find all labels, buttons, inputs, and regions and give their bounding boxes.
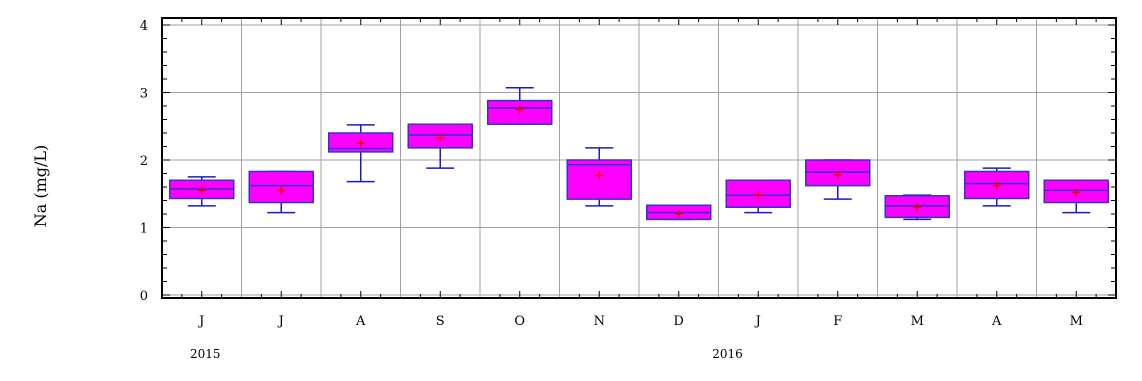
box-4 bbox=[407, 123, 473, 169]
iqr-box bbox=[566, 159, 632, 200]
x-tick-label: F bbox=[833, 314, 842, 329]
x-tick-label: A bbox=[355, 314, 366, 329]
x-tick-label: O bbox=[514, 314, 525, 329]
y-tick-label: 3 bbox=[140, 87, 148, 102]
x-tick-label: M bbox=[911, 314, 924, 329]
year-label: 2015 bbox=[190, 347, 221, 361]
box-10 bbox=[884, 194, 950, 221]
y-axis-title: Na (mg/L) bbox=[31, 145, 50, 228]
box-7 bbox=[646, 204, 712, 221]
y-tick-label: 4 bbox=[140, 19, 148, 34]
box-8 bbox=[725, 179, 791, 214]
axis-ticks bbox=[162, 18, 1116, 298]
box-5 bbox=[487, 87, 553, 125]
x-tick-label: J bbox=[754, 314, 761, 329]
x-tick-label: N bbox=[594, 314, 605, 329]
y-tick-label: 1 bbox=[140, 222, 148, 237]
x-tick-label: D bbox=[674, 314, 684, 329]
year-label: 2016 bbox=[712, 347, 743, 361]
box-9 bbox=[805, 159, 871, 200]
plot-frame bbox=[161, 17, 1117, 299]
box-6 bbox=[566, 147, 632, 207]
x-tick-label: A bbox=[991, 314, 1002, 329]
box-series bbox=[169, 87, 1109, 221]
x-tick-label: J bbox=[197, 314, 204, 329]
axis-labels: 0 1 2 3 4 J J A S O N D J F M A M 2015 2016 bbox=[140, 19, 1083, 361]
x-tick-label: J bbox=[277, 314, 284, 329]
box-12 bbox=[1043, 179, 1109, 214]
y-tick-label: 0 bbox=[140, 289, 148, 304]
box-3 bbox=[328, 124, 394, 183]
x-tick-label: S bbox=[436, 314, 445, 329]
x-tick-label: M bbox=[1070, 314, 1083, 329]
grid-lines bbox=[162, 18, 1116, 298]
y-tick-label: 2 bbox=[140, 154, 148, 169]
box-1 bbox=[169, 176, 235, 207]
box-11 bbox=[964, 167, 1030, 207]
box-2 bbox=[248, 170, 314, 214]
